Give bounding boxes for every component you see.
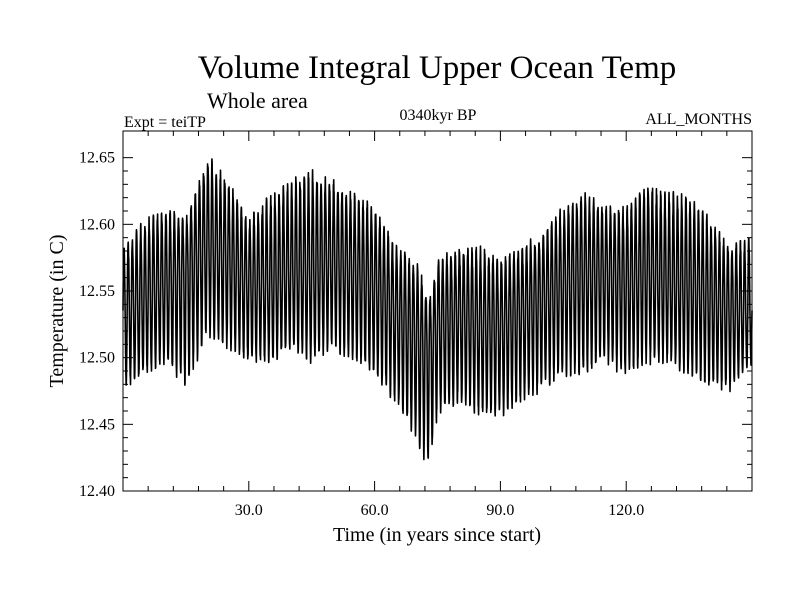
series-line-temperature [122,158,753,461]
y-tick-label: 12.50 [79,350,115,367]
x-tick-label: 90.0 [486,502,514,519]
expt-label: Expt = teiTP [124,114,206,131]
x-tick-label: 30.0 [235,502,263,519]
period-label: 0340kyr BP [400,107,477,124]
chart-subtitle: Whole area [207,88,308,113]
y-tick-label: 12.45 [79,416,115,433]
x-tick-label: 60.0 [361,502,389,519]
tick-labels: 12.40 12.45 12.50 12.55 12.60 12.65 30.0 60.0 90… [79,150,644,519]
y-tick-label: 12.65 [79,150,115,167]
x-axis-label: Time (in years since start) [333,524,541,546]
x-tick-label: 120.0 [608,502,644,519]
y-tick-label: 12.55 [79,283,115,300]
chart-title: Volume Integral Upper Ocean Temp [198,50,676,86]
months-label: ALL_MONTHS [645,111,752,128]
y-axis-label: Temperature (in C) [46,235,68,388]
series-layer [122,158,753,461]
y-tick-label: 12.40 [79,483,115,500]
y-tick-label: 12.60 [79,216,115,233]
